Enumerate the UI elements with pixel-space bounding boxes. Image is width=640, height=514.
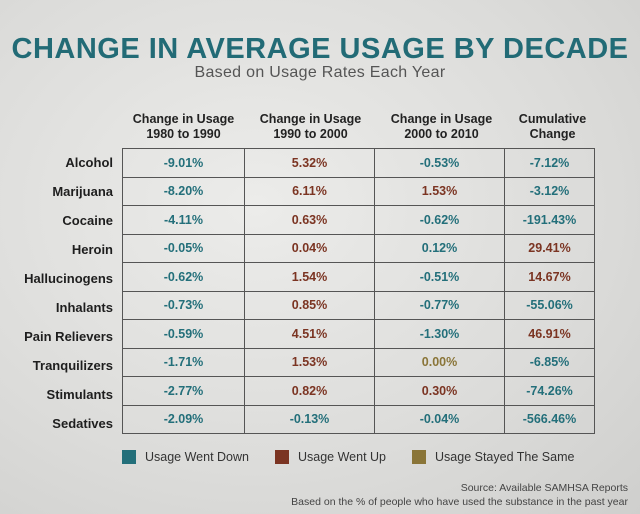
table-cell: 14.67% [504, 262, 595, 292]
legend-item-up: Usage Went Up [275, 450, 386, 464]
table-row: -0.59% 4.51% -1.30% 46.91% [122, 319, 595, 349]
source-text: Source: Available SAMHSA Reports [460, 482, 628, 494]
column-header: Change in Usage 1990 to 2000 [245, 112, 376, 142]
row-label: Cocaine [62, 213, 113, 228]
table-row: -1.71% 1.53% 0.00% -6.85% [122, 347, 595, 377]
column-header: Change in Usage 2000 to 2010 [376, 112, 507, 142]
table-cell: 0.85% [244, 290, 375, 320]
table-cell: 0.12% [374, 233, 505, 263]
legend-swatch [412, 450, 427, 464]
legend-swatch [275, 450, 289, 464]
table-cell: -0.62% [374, 205, 505, 235]
legend-swatch [122, 450, 136, 464]
column-header-line1: Cumulative [518, 112, 587, 126]
row-label: Marijuana [52, 184, 113, 199]
table-cell: 0.00% [374, 347, 505, 377]
table-cell: 29.41% [504, 233, 595, 263]
table-cell: 0.82% [244, 376, 375, 406]
table-row: -4.11% 0.63% -0.62% -191.43% [122, 205, 595, 235]
table-cell: 1.53% [374, 176, 505, 206]
usage-table: -9.01% 5.32% -0.53% -7.12% -8.20% 6.11% 1.53% -… [122, 148, 595, 434]
table-cell: -0.05% [122, 233, 245, 263]
table-cell: -2.09% [122, 404, 245, 434]
table-cell: -0.59% [122, 319, 245, 349]
table-row: -0.73% 0.85% -0.77% -55.06% [122, 290, 595, 320]
legend-label: Usage Stayed The Same [435, 450, 575, 464]
row-label: Sedatives [52, 416, 113, 431]
table-cell: -55.06% [504, 290, 595, 320]
column-header-line1: Change in Usage [132, 112, 235, 126]
row-label: Heroin [71, 242, 113, 257]
row-label: Stimulants [46, 387, 113, 402]
table-cell: 4.51% [244, 319, 375, 349]
footnote-text: Based on the % of people who have used t… [291, 496, 628, 508]
table-row: -2.09% -0.13% -0.04% -566.46% [122, 404, 595, 434]
table-cell: -0.62% [122, 262, 245, 292]
table-row: -9.01% 5.32% -0.53% -7.12% [122, 148, 595, 178]
row-label: Hallucinogens [24, 271, 113, 286]
column-header-line1: Change in Usage [390, 112, 493, 126]
column-header: Change in Usage 1980 to 1990 [122, 112, 245, 142]
table-cell: 5.32% [244, 148, 375, 178]
table-cell: 0.30% [374, 376, 505, 406]
row-label: Tranquilizers [32, 358, 113, 373]
column-header-line2: 2000 to 2010 [404, 127, 479, 141]
table-cell: 0.63% [244, 205, 375, 235]
table-cell: -74.26% [504, 376, 595, 406]
table-cell: -6.85% [504, 347, 595, 377]
table-cell: -0.53% [374, 148, 505, 178]
table-row: -2.77% 0.82% 0.30% -74.26% [122, 376, 595, 406]
table-cell: 46.91% [504, 319, 595, 349]
table-cell: -191.43% [504, 205, 595, 235]
legend-label: Usage Went Up [298, 450, 387, 464]
table-cell: -7.12% [504, 148, 595, 178]
table-cell: -0.51% [374, 262, 505, 292]
table-cell: -0.73% [122, 290, 245, 320]
table-cell: -4.11% [122, 205, 245, 235]
table-cell: -0.77% [374, 290, 505, 320]
table-cell: 1.53% [244, 347, 375, 377]
table-cell: -3.12% [504, 176, 595, 206]
table-cell: -1.71% [122, 347, 245, 377]
table-cell: -1.30% [374, 319, 505, 349]
column-header-line2: Change [529, 127, 576, 141]
row-label: Alcohol [65, 155, 113, 170]
table-cell: -566.46% [504, 404, 595, 434]
table-cell: 6.11% [244, 176, 375, 206]
legend-label: Usage Went Down [145, 450, 249, 464]
column-header-line1: Change in Usage [259, 112, 362, 126]
table-cell: -9.01% [122, 148, 245, 178]
legend-item-down: Usage Went Down [122, 450, 249, 464]
table-cell: 1.54% [244, 262, 375, 292]
table-row: -0.05% 0.04% 0.12% 29.41% [122, 233, 595, 263]
table-cell: -0.13% [244, 404, 375, 434]
page-title: CHANGE IN AVERAGE USAGE BY DECADE [11, 33, 629, 65]
row-label: Pain Relievers [24, 329, 113, 344]
table-row: -8.20% 6.11% 1.53% -3.12% [122, 176, 595, 206]
row-label: Inhalants [55, 300, 113, 315]
legend: Usage Went Down Usage Went Up Usage Stayed… [122, 450, 600, 464]
table-cell: -2.77% [122, 376, 245, 406]
legend-item-same: Usage Stayed The Same [412, 450, 574, 464]
table-cell: -8.20% [122, 176, 245, 206]
page-subtitle: Based on Usage Rates Each Year [194, 64, 446, 81]
table-row: -0.62% 1.54% -0.51% 14.67% [122, 262, 595, 292]
column-header-line2: 1990 to 2000 [273, 127, 348, 141]
column-header: Cumulative Change [507, 112, 598, 142]
table-cell: 0.04% [244, 233, 375, 263]
table-cell: -0.04% [374, 404, 505, 434]
column-header-line2: 1980 to 1990 [146, 127, 221, 141]
